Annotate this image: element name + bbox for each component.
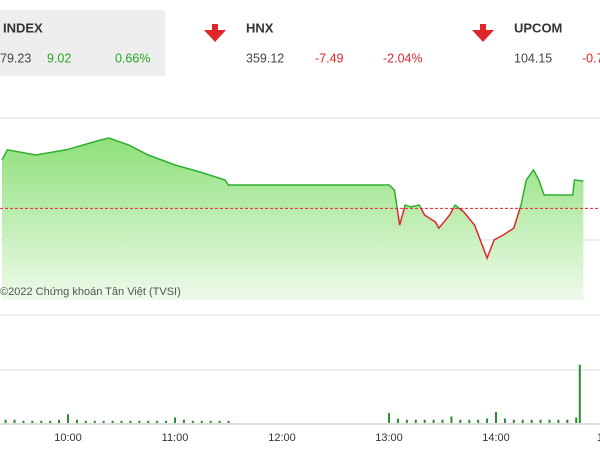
volume-bar	[388, 413, 390, 423]
volume-bar	[432, 419, 435, 423]
index-percent: 0.66%	[115, 51, 150, 65]
volume-bar	[503, 418, 506, 423]
volume-bar	[575, 417, 578, 423]
volume-bar	[40, 420, 43, 423]
volume-bar	[182, 419, 185, 423]
x-tick-label: 14:00	[482, 432, 510, 444]
down-arrow	[204, 24, 226, 42]
volume-bar	[423, 419, 426, 423]
index-name: UPCOM	[514, 20, 562, 35]
volume-bar	[147, 420, 150, 423]
x-tick-label: 10:00	[54, 432, 82, 444]
volume-bar	[200, 420, 203, 423]
volume-bar	[218, 420, 221, 423]
volume-bar	[557, 419, 560, 423]
volume-bar	[84, 420, 87, 423]
volume-bar	[414, 419, 417, 423]
index-change: 9.02	[47, 51, 71, 65]
volume-bar	[548, 419, 551, 423]
volume-bar	[539, 419, 542, 423]
volume-bar	[521, 419, 524, 423]
index-value: 104.15	[514, 51, 552, 65]
price-line-down	[396, 208, 521, 261]
index-box	[0, 10, 165, 76]
volume-bar	[75, 419, 78, 423]
volume-bar	[566, 419, 569, 423]
volume-bar	[49, 420, 52, 423]
volume-bar	[495, 412, 497, 423]
volume-bar	[4, 419, 7, 423]
volume-bar	[578, 364, 581, 423]
x-tick-label: 11:00	[162, 432, 189, 444]
index-change: -0.7	[582, 51, 600, 65]
volume-bar	[165, 420, 168, 423]
volume-bar	[396, 418, 399, 423]
volume-bar	[31, 420, 34, 423]
volume-bar	[486, 418, 489, 423]
down-arrow	[472, 24, 494, 42]
index-value: 359.12	[246, 51, 284, 65]
index-change: -7.49	[315, 51, 344, 65]
volume-bar	[450, 416, 453, 423]
x-tick-label: 12:00	[268, 432, 296, 444]
volume-bar	[468, 419, 471, 423]
index-name: HNX	[246, 20, 274, 35]
index-percent: -2.04%	[383, 51, 423, 65]
volume-bar	[209, 420, 212, 423]
volume-bar	[156, 420, 159, 423]
volume-bar	[129, 420, 132, 423]
volume-bar	[13, 419, 16, 423]
volume-bar	[102, 420, 105, 423]
volume-bar	[477, 419, 480, 423]
x-tick-label: 15	[597, 432, 600, 444]
volume-bar	[22, 420, 25, 423]
x-tick-label: 13:00	[375, 432, 403, 444]
price-line-up	[1, 137, 584, 208]
volume-bar	[67, 414, 69, 423]
volume-bar	[227, 420, 230, 423]
volume-bar	[93, 420, 96, 423]
volume-bar	[58, 419, 61, 423]
volume-bar	[459, 419, 462, 423]
index-name: INDEX	[3, 20, 43, 35]
plot	[0, 137, 600, 423]
price-area	[2, 138, 584, 300]
index-value: 79.23	[0, 51, 31, 65]
copyright: ©2022 Chứng khoán Tân Việt (TVSI)	[0, 286, 181, 298]
volume-bar	[174, 417, 176, 423]
volume-bar	[138, 420, 141, 423]
volume-bar	[191, 420, 194, 423]
volume-bar	[512, 419, 515, 423]
volume-bar	[530, 419, 533, 423]
volume-bar	[405, 419, 408, 423]
volume-bar	[120, 420, 123, 423]
volume-bar	[441, 419, 444, 423]
volume-bar	[111, 420, 114, 423]
